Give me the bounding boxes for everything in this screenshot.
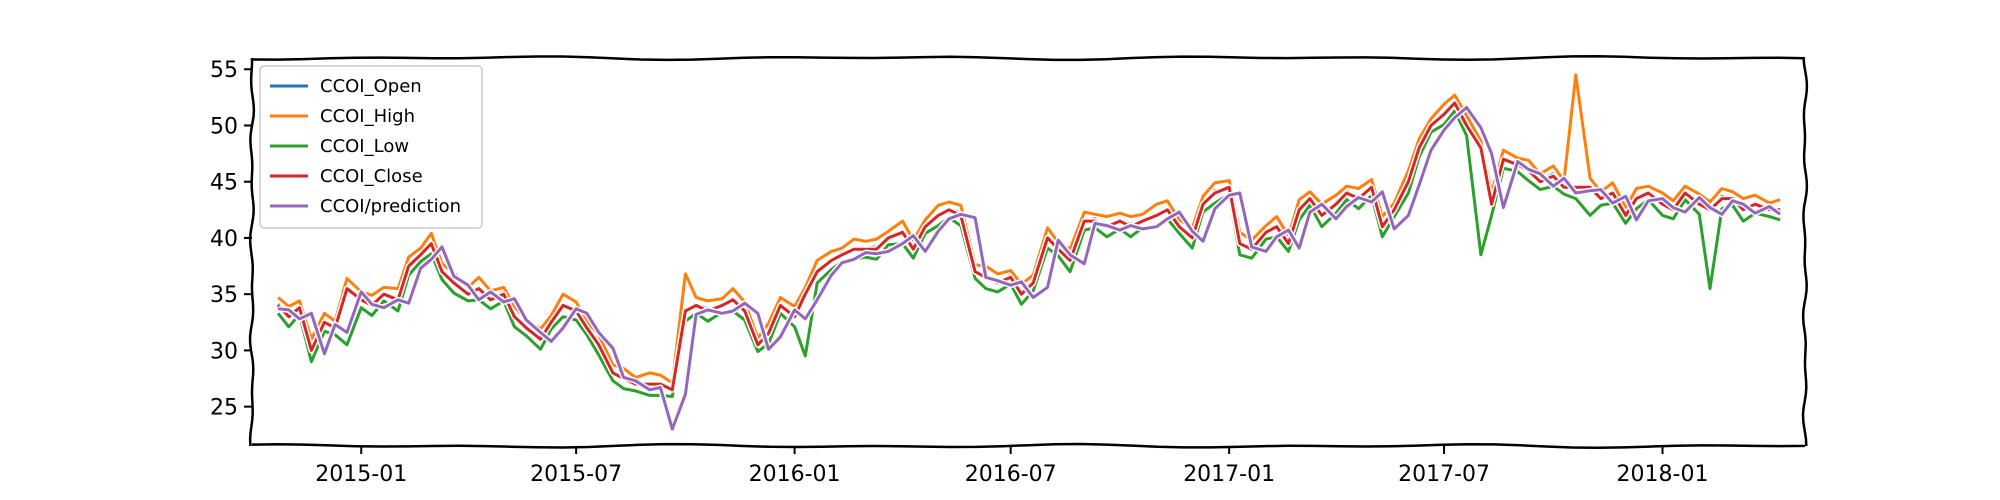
y-tick-label: 40 <box>210 227 238 252</box>
legend-box <box>259 65 483 229</box>
y-axis: 25 30 35 40 45 50 55 <box>210 58 252 421</box>
x-tick-label: 2017-07 <box>1398 462 1490 487</box>
x-tick-label: 2015-07 <box>530 462 622 487</box>
y-tick-label: 30 <box>210 339 238 364</box>
plot-frame <box>248 55 1809 450</box>
legend-label: CCOI_Close <box>320 166 423 187</box>
x-tick-label: 2016-01 <box>749 462 841 487</box>
y-tick-label: 45 <box>210 171 238 196</box>
legend: CCOI_Open CCOI_High CCOI_Low CCOI_Close CCOI… <box>259 65 483 229</box>
x-tick-label: 2015-01 <box>315 462 407 487</box>
y-tick-label: 55 <box>210 58 238 83</box>
series-line-ccoi-low <box>276 109 1781 398</box>
legend-label: CCOI/prediction <box>320 196 461 217</box>
y-tick-label: 35 <box>210 283 238 308</box>
x-tick-label: 2017-01 <box>1183 462 1275 487</box>
legend-label: CCOI_Open <box>320 76 422 97</box>
y-tick-label: 25 <box>210 396 238 421</box>
legend-label: CCOI_Low <box>320 136 409 157</box>
series-line-ccoi-prediction <box>277 106 1781 431</box>
x-tick-label: 2018-01 <box>1617 462 1709 487</box>
legend-label: CCOI_High <box>320 106 415 127</box>
x-axis: 2015-01 2015-07 2016-01 2016-07 2017-01 2017-… <box>315 446 1708 487</box>
x-tick-label: 2016-07 <box>965 462 1057 487</box>
series-layer <box>275 71 1782 433</box>
y-tick-label: 50 <box>210 114 238 139</box>
